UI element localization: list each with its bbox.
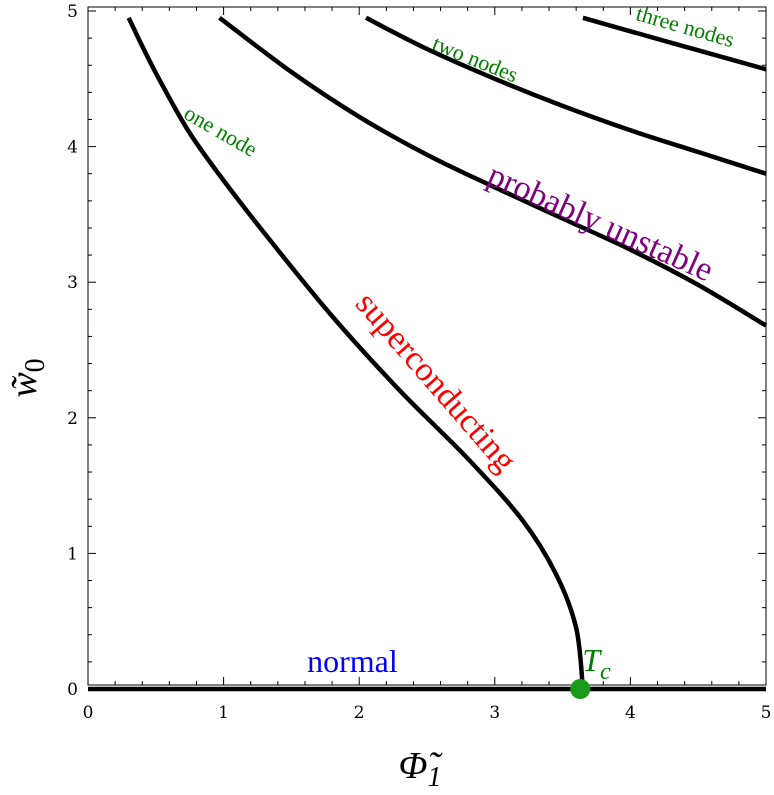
curves [88, 15, 768, 692]
x-tick-label: 3 [489, 703, 500, 723]
x-tick-label: 4 [625, 703, 636, 723]
tc-point [570, 679, 591, 699]
y-axis-label-sub: 0 [20, 358, 51, 372]
x-tick-label: 5 [761, 703, 772, 723]
y-tick-label: 1 [67, 544, 78, 564]
y-tick-label: 5 [67, 2, 78, 22]
x-tick-label: 0 [83, 703, 94, 723]
three-nodes-curve [582, 15, 767, 72]
x-tick-labels: 0 1 2 3 4 5 [83, 703, 772, 723]
x-axis-label: Φ̃1 [399, 745, 444, 793]
points: Tc [570, 642, 611, 699]
two-nodes-curve [364, 15, 767, 176]
superconducting-label: superconducting [348, 285, 523, 479]
one-node-curve [218, 16, 768, 328]
normal-label: normal [307, 643, 398, 679]
probably-unstable-label: probably unstable [482, 157, 719, 290]
two-nodes-label: two nodes [429, 30, 522, 87]
x-tick-label: 2 [354, 703, 365, 723]
plot-frame [87, 6, 767, 686]
x-tick-label: 1 [218, 703, 229, 723]
tc-point-label: Tc [582, 642, 611, 685]
x-axis-label-sub: 1 [427, 762, 441, 793]
minor-ticks [88, 7, 766, 685]
y-tick-label: 2 [67, 409, 78, 429]
superconducting-curve [126, 16, 586, 690]
y-tick-labels: 0 1 2 3 4 5 [67, 2, 78, 700]
y-tick-label: 0 [67, 680, 78, 700]
y-tick-label: 4 [67, 138, 78, 158]
y-tick-label: 3 [67, 273, 78, 293]
y-axis-label: w̃0 [3, 358, 51, 397]
one-node-label: one node [180, 100, 262, 162]
y-axis-label-main: w̃ [3, 372, 45, 398]
